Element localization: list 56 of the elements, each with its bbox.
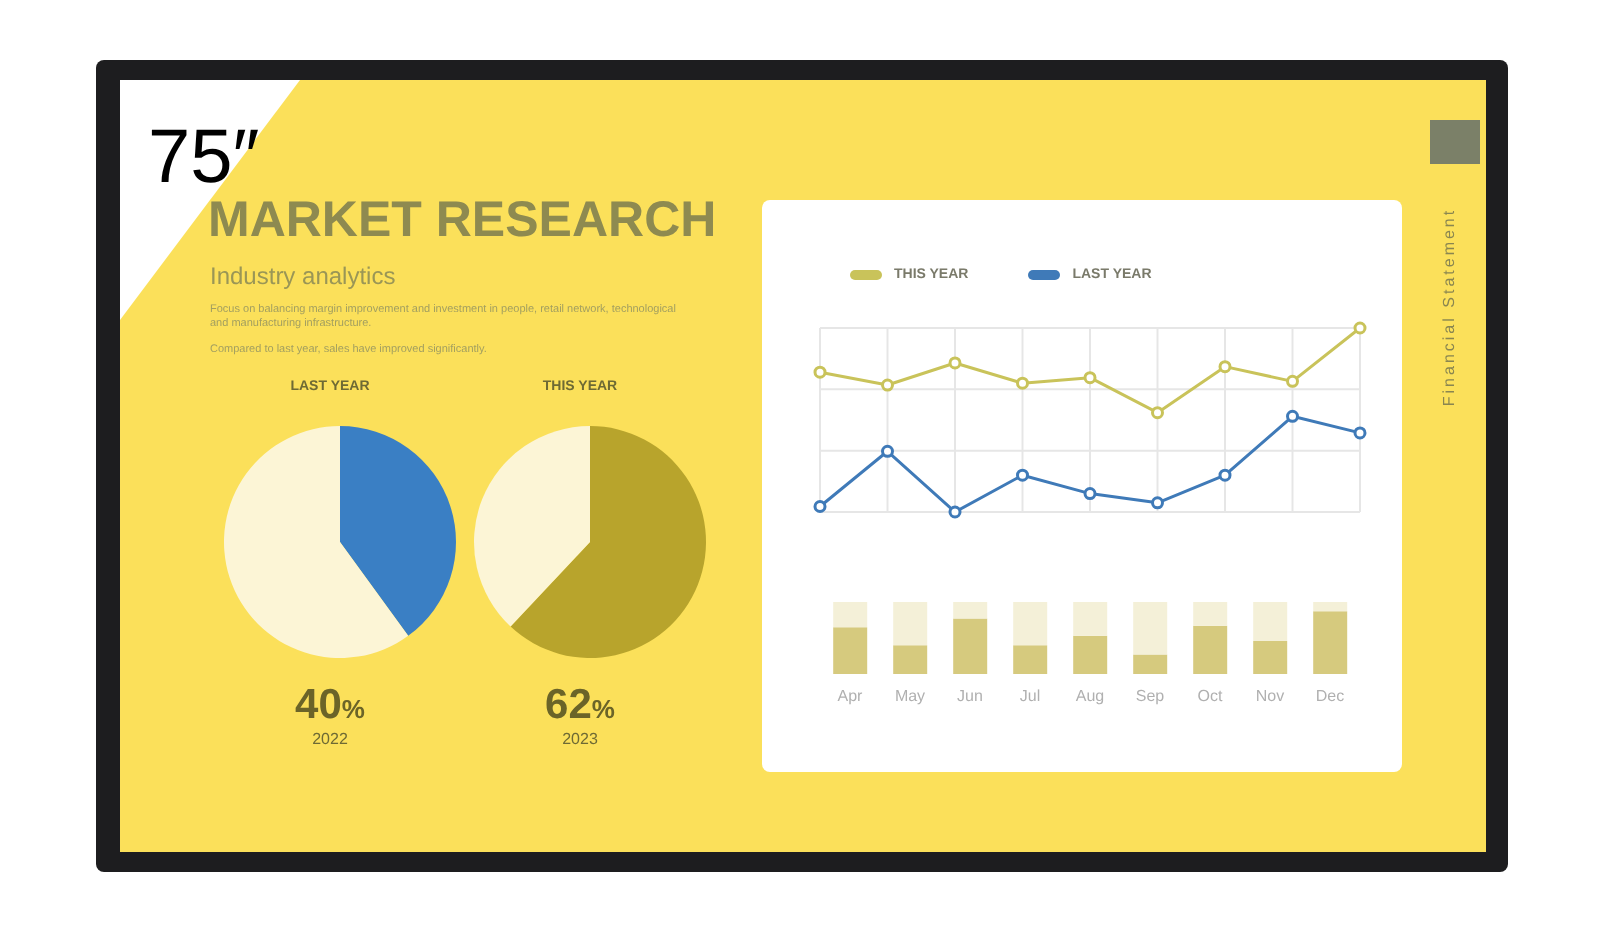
bar	[1313, 611, 1348, 674]
text: Financial Statement	[1441, 206, 1460, 406]
bar	[1313, 602, 1348, 612]
text: MARKET RESEARCH	[208, 192, 717, 250]
point	[1016, 376, 1029, 390]
bar	[1013, 602, 1048, 646]
x-tick-label: Oct	[1197, 687, 1224, 706]
bar	[893, 645, 928, 674]
pie-slice	[510, 426, 706, 658]
x-tick-label: Dec	[1315, 687, 1345, 706]
text: 40%	[295, 682, 365, 728]
bar	[1193, 625, 1228, 674]
point	[1083, 487, 1097, 501]
bar	[953, 618, 988, 674]
x-tick-label: Jun	[957, 687, 983, 706]
x-tick-label: May	[894, 687, 926, 706]
point	[1353, 321, 1367, 335]
bar	[1133, 654, 1168, 674]
point	[1218, 360, 1232, 374]
point	[813, 365, 827, 379]
point	[881, 378, 894, 392]
x-tick-label: Nov	[1255, 687, 1285, 706]
bar	[1073, 602, 1108, 636]
point	[1218, 468, 1232, 482]
point	[1016, 468, 1029, 482]
pie-slice	[474, 426, 590, 627]
pie-slice	[224, 426, 409, 658]
point	[1151, 406, 1164, 420]
bar	[1253, 640, 1288, 674]
text: 62%	[545, 682, 615, 728]
text: 2023	[560, 730, 600, 748]
x-tick-label: Sep	[1135, 687, 1166, 706]
x-tick-label: Jul	[1019, 687, 1041, 706]
point	[948, 505, 962, 519]
x-tick-label: Apr	[837, 687, 864, 706]
text: 2022	[310, 730, 350, 748]
bar	[1133, 602, 1168, 655]
bar	[1073, 635, 1108, 674]
bar	[1253, 602, 1288, 641]
bar	[953, 602, 988, 619]
point	[881, 444, 894, 458]
bar	[893, 602, 928, 646]
point	[1151, 496, 1164, 510]
x-tick-label: Aug	[1075, 687, 1105, 706]
bar	[1013, 645, 1048, 674]
point	[1083, 371, 1097, 385]
bar	[1193, 602, 1228, 626]
point	[1286, 409, 1299, 423]
pie-slice	[340, 426, 456, 636]
point	[1353, 426, 1367, 440]
bar	[833, 602, 868, 628]
point	[1286, 374, 1299, 388]
point	[948, 356, 962, 370]
text: Industry analytics	[210, 262, 396, 290]
bar	[833, 627, 868, 674]
point	[813, 499, 827, 513]
